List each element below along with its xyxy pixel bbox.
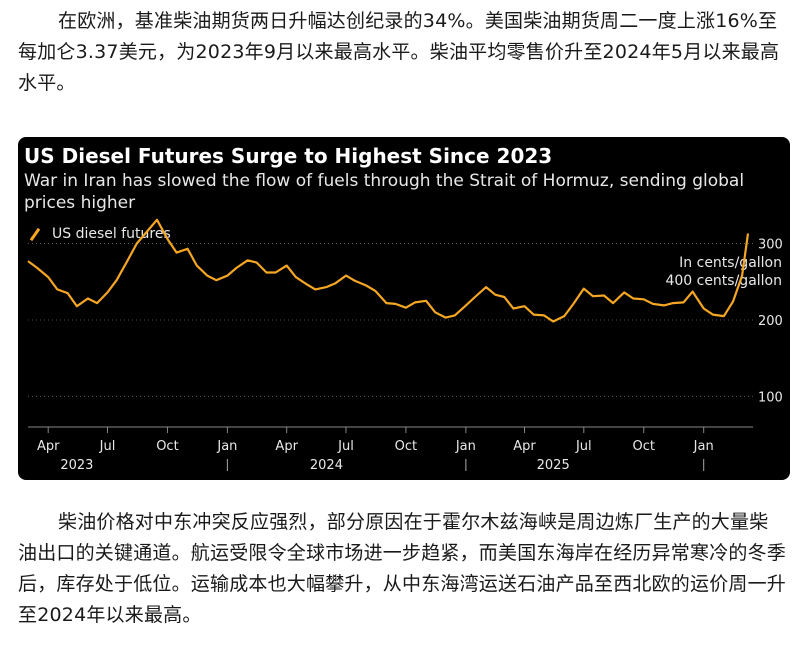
- x-tick-label: Jul: [575, 439, 592, 454]
- x-tick-label: Oct: [156, 439, 178, 454]
- units-line-1: In cents/gallon: [679, 255, 782, 271]
- article-paragraph-1: 在欧洲，基准柴油期货两日升幅达创纪录的34%。美国柴油期货周二一度上涨16%至每…: [18, 10, 780, 94]
- article-paragraph-2: 柴油价格对中东冲突反应强烈，部分原因在于霍尔木兹海峡是周边炼厂生产的大量柴油出口…: [18, 511, 787, 626]
- units-line-2: 400 cents/gallon: [665, 273, 782, 289]
- y-tick-label: 200: [758, 314, 783, 329]
- year-label: 2024: [310, 458, 343, 473]
- year-label: 2025: [537, 458, 570, 473]
- x-tick-label: Jan: [216, 439, 237, 454]
- chart-title: US Diesel Futures Surge to Highest Since…: [24, 144, 553, 168]
- chart-plot: 100 200 300 Apr Jul Oct Jan Apr Jul Oct Jan Apr Jul O…: [27, 218, 783, 473]
- y-tick-label: 300: [758, 237, 783, 252]
- x-tick-label: Jul: [99, 439, 116, 454]
- x-tick-label: Apr: [513, 439, 536, 454]
- x-tick-label: Apr: [275, 439, 298, 454]
- chart-card: US Diesel Futures Surge to Highest Since…: [18, 137, 790, 480]
- series-line-us-diesel-futures: [27, 218, 750, 323]
- x-tick-label: Jul: [337, 439, 354, 454]
- x-tick-label: Jan: [693, 439, 714, 454]
- chart-subtitle: War in Iran has slowed the flow of fuels…: [24, 171, 745, 213]
- y-tick-label: 100: [758, 390, 783, 405]
- x-tick-label: Apr: [37, 439, 60, 454]
- year-label: 2023: [60, 458, 93, 473]
- x-tick-label: Oct: [633, 439, 655, 454]
- x-tick-label: Jan: [455, 439, 476, 454]
- units-label: In cents/gallon 400 cents/gallon: [665, 254, 782, 290]
- x-tick-label: Oct: [395, 439, 417, 454]
